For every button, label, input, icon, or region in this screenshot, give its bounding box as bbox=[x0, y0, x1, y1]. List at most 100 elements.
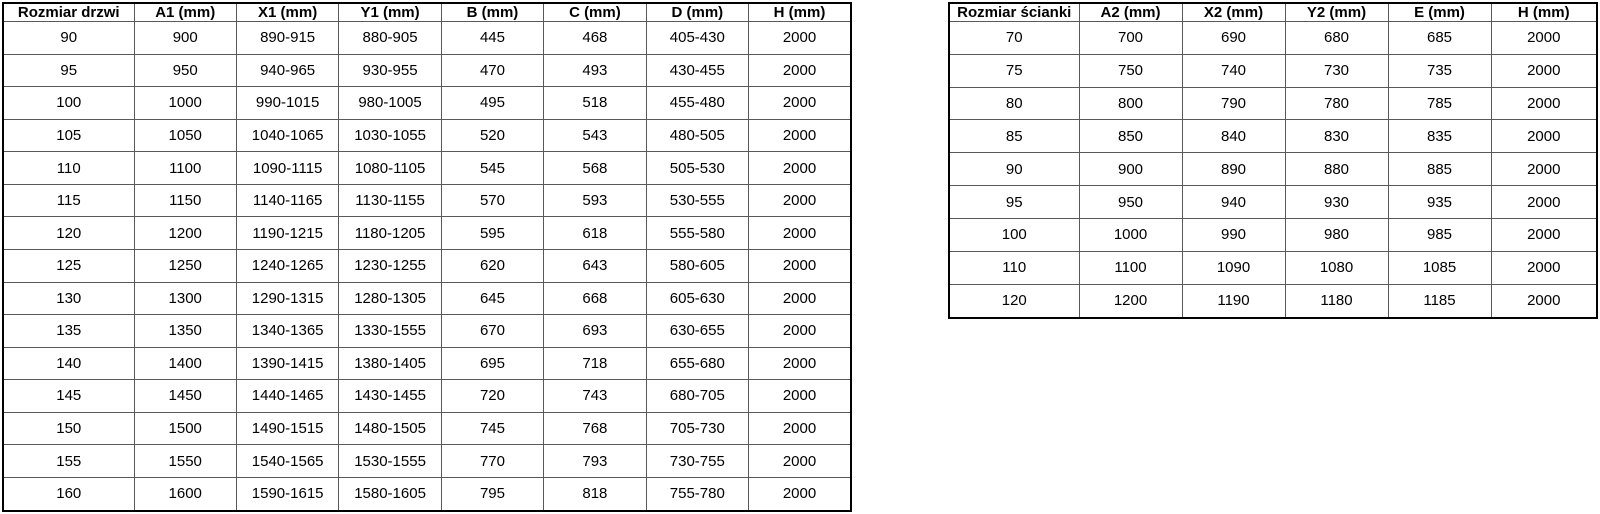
table-cell: 668 bbox=[543, 281, 647, 316]
table-row: 90 900 890-915 880-905 445 468 405-430 2000 bbox=[2, 21, 852, 55]
column-header: A1 (mm) bbox=[133, 2, 237, 22]
table-row: 110 1100 1090 1080 1085 2000 bbox=[948, 250, 1598, 285]
table-cell: 1540-1565 bbox=[235, 444, 340, 478]
table-cell: 2000 bbox=[748, 118, 852, 153]
table-cell: 2000 bbox=[748, 281, 852, 316]
table-cell: 1190-1215 bbox=[235, 216, 340, 250]
table-cell: 150 bbox=[2, 411, 135, 446]
table-cell: 140 bbox=[2, 346, 135, 381]
column-header: H (mm) bbox=[748, 2, 852, 22]
table-cell: 95 bbox=[948, 185, 1080, 219]
table-cell: 990-1015 bbox=[235, 86, 340, 120]
table-cell: 595 bbox=[440, 216, 545, 250]
table-cell: 1130-1155 bbox=[338, 183, 442, 218]
table-cell: 555-580 bbox=[645, 216, 750, 250]
table-cell: 493 bbox=[543, 53, 647, 88]
table-cell: 445 bbox=[440, 21, 545, 55]
column-header: B (mm) bbox=[440, 2, 545, 22]
table-cell: 2000 bbox=[1490, 21, 1598, 55]
table-cell: 1500 bbox=[133, 411, 237, 446]
table-cell: 1090 bbox=[1181, 250, 1286, 285]
table-cell: 1240-1265 bbox=[235, 248, 340, 283]
table-cell: 145 bbox=[2, 379, 135, 413]
table-row: 100 1000 990 980 985 2000 bbox=[948, 217, 1598, 252]
table-cell: 1085 bbox=[1387, 250, 1492, 285]
table-row: 120 1200 1190-1215 1180-1205 595 618 555-580 20… bbox=[2, 216, 852, 250]
table-cell: 125 bbox=[2, 248, 135, 283]
table-cell: 2000 bbox=[748, 53, 852, 88]
table-cell: 720 bbox=[440, 379, 545, 413]
table-cell: 705-730 bbox=[645, 411, 750, 446]
table-cell: 1030-1055 bbox=[338, 118, 442, 153]
table-cell: 100 bbox=[2, 86, 135, 120]
table-cell: 1490-1515 bbox=[235, 411, 340, 446]
table-cell: 940 bbox=[1181, 185, 1286, 219]
table-cell: 755-780 bbox=[645, 476, 750, 512]
table-cell: 2000 bbox=[748, 216, 852, 250]
table-row: 70 700 690 680 685 2000 bbox=[948, 21, 1598, 55]
table-cell: 75 bbox=[948, 53, 1080, 88]
table-cell: 1040-1065 bbox=[235, 118, 340, 153]
table-cell: 935 bbox=[1387, 185, 1492, 219]
table-cell: 2000 bbox=[748, 476, 852, 512]
table-cell: 693 bbox=[543, 314, 647, 348]
table-cell: 155 bbox=[2, 444, 135, 478]
table-cell: 1290-1315 bbox=[235, 281, 340, 316]
table-cell: 1000 bbox=[133, 86, 237, 120]
table-cell: 890 bbox=[1181, 152, 1286, 187]
table-cell: 480-505 bbox=[645, 118, 750, 153]
table-cell: 830 bbox=[1284, 119, 1389, 154]
table-cell: 745 bbox=[440, 411, 545, 446]
table-cell: 1440-1465 bbox=[235, 379, 340, 413]
table-cell: 790 bbox=[1181, 86, 1286, 121]
table-cell: 2000 bbox=[748, 411, 852, 446]
table-cell: 468 bbox=[543, 21, 647, 55]
doors-table-header-row: Rozmiar drzwi A1 (mm) X1 (mm) Y1 (mm) B (mm)… bbox=[2, 2, 852, 22]
table-cell: 780 bbox=[1284, 86, 1389, 121]
doors-table-body: 90 900 890-915 880-905 445 468 405-430 2000 95 95… bbox=[2, 21, 852, 512]
table-cell: 100 bbox=[948, 217, 1080, 252]
table-row: 150 1500 1490-1515 1480-1505 745 768 705-730 20… bbox=[2, 411, 852, 446]
table-cell: 2000 bbox=[1490, 185, 1598, 219]
column-header: X2 (mm) bbox=[1181, 2, 1286, 22]
table-cell: 850 bbox=[1078, 119, 1183, 154]
table-cell: 900 bbox=[133, 21, 237, 55]
table-cell: 785 bbox=[1387, 86, 1492, 121]
table-cell: 1330-1555 bbox=[338, 314, 442, 348]
table-cell: 900 bbox=[1078, 152, 1183, 187]
column-header: H (mm) bbox=[1490, 2, 1598, 22]
column-header: Rozmiar ścianki bbox=[948, 2, 1080, 22]
table-cell: 700 bbox=[1078, 21, 1183, 55]
table-row: 95 950 940 930 935 2000 bbox=[948, 185, 1598, 219]
table-cell: 1100 bbox=[1078, 250, 1183, 285]
table-cell: 430-455 bbox=[645, 53, 750, 88]
table-cell: 570 bbox=[440, 183, 545, 218]
table-cell: 135 bbox=[2, 314, 135, 348]
table-row: 160 1600 1590-1615 1580-1605 795 818 755-780 20… bbox=[2, 476, 852, 512]
table-cell: 1180-1205 bbox=[338, 216, 442, 250]
table-cell: 1480-1505 bbox=[338, 411, 442, 446]
table-cell: 768 bbox=[543, 411, 647, 446]
table-cell: 80 bbox=[948, 86, 1080, 121]
table-cell: 568 bbox=[543, 151, 647, 185]
table-cell: 160 bbox=[2, 476, 135, 512]
table-cell: 2000 bbox=[1490, 217, 1598, 252]
table-cell: 1580-1605 bbox=[338, 476, 442, 512]
table-cell: 730 bbox=[1284, 53, 1389, 88]
table-row: 135 1350 1340-1365 1330-1555 670 693 630-655 20… bbox=[2, 314, 852, 348]
table-cell: 2000 bbox=[748, 379, 852, 413]
table-cell: 115 bbox=[2, 183, 135, 218]
table-cell: 930 bbox=[1284, 185, 1389, 219]
table-cell: 718 bbox=[543, 346, 647, 381]
table-cell: 1000 bbox=[1078, 217, 1183, 252]
table-cell: 940-965 bbox=[235, 53, 340, 88]
table-cell: 680-705 bbox=[645, 379, 750, 413]
table-row: 85 850 840 830 835 2000 bbox=[948, 119, 1598, 154]
table-cell: 695 bbox=[440, 346, 545, 381]
table-cell: 545 bbox=[440, 151, 545, 185]
table-cell: 85 bbox=[948, 119, 1080, 154]
table-cell: 2000 bbox=[748, 183, 852, 218]
table-cell: 1090-1115 bbox=[235, 151, 340, 185]
table-row: 75 750 740 730 735 2000 bbox=[948, 53, 1598, 88]
